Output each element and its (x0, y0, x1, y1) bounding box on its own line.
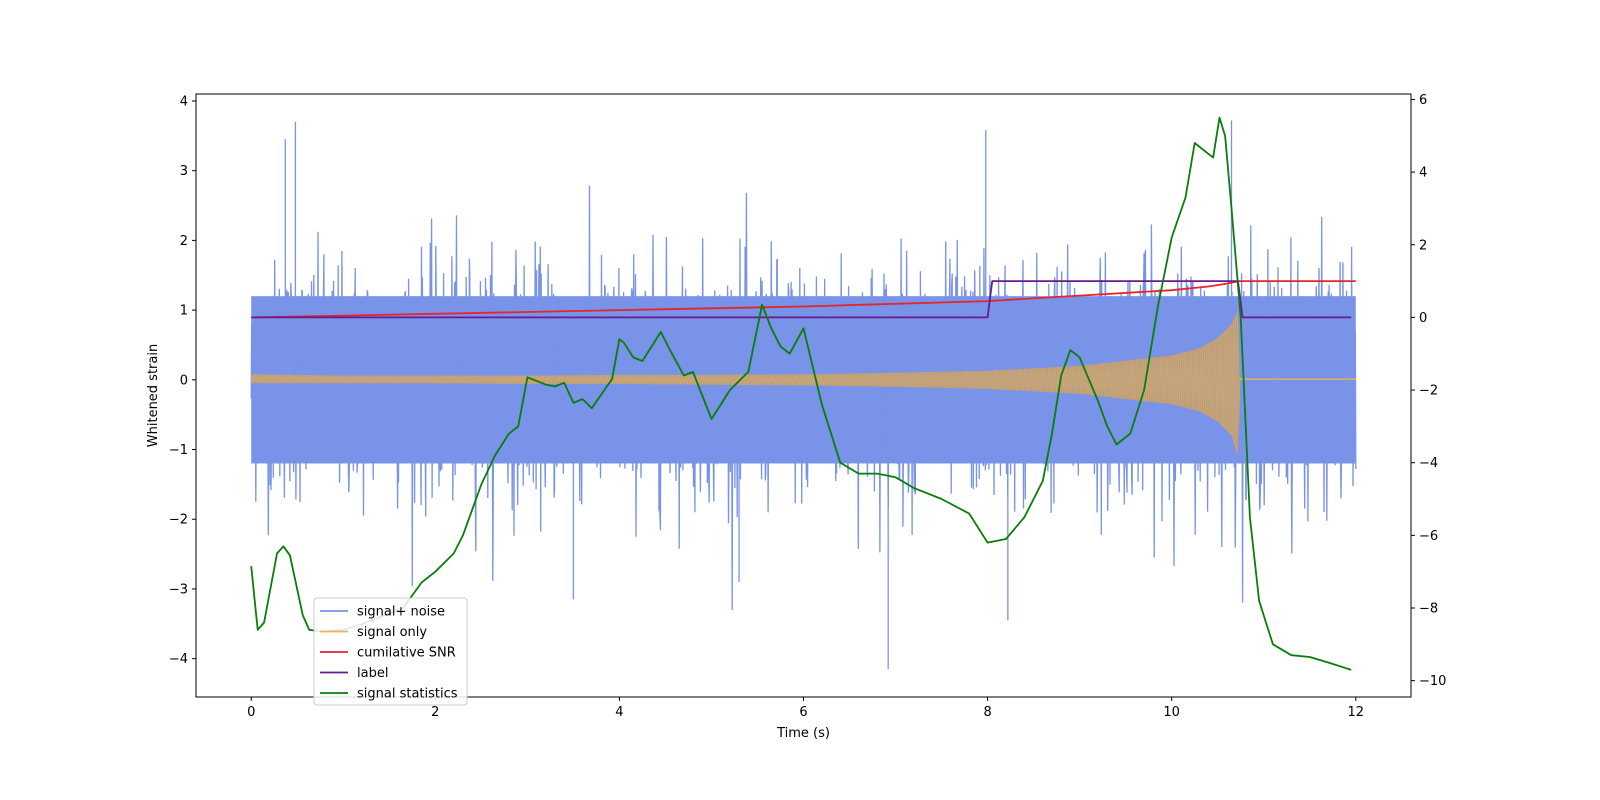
y2-tick-label: 0 (1419, 311, 1427, 326)
y2-axis-ticks: −10 −8 −6 −4 −2 0 2 4 6 (1411, 93, 1446, 689)
y-tick-label: 3 (180, 164, 188, 179)
y2-tick-label: −4 (1419, 456, 1438, 471)
x-tick-label: 0 (247, 705, 255, 720)
x-tick-label: 2 (431, 705, 439, 720)
series-signal-statistics (250, 116, 1352, 671)
y2-tick-label: −8 (1419, 602, 1438, 617)
y-tick-label: −1 (169, 443, 188, 458)
y2-tick-label: 2 (1419, 238, 1427, 253)
y-tick-label: −4 (169, 652, 188, 667)
y-tick-label: 4 (180, 94, 188, 109)
y-tick-label: 1 (180, 304, 188, 319)
y2-tick-label: −6 (1419, 529, 1438, 544)
x-tick-label: 4 (615, 705, 623, 720)
legend: signal+ noise signal only cumilative SNR la… (313, 597, 468, 706)
y-tick-label: 0 (180, 373, 188, 388)
y2-tick-label: −10 (1419, 674, 1446, 689)
legend-entry-label: signal only (357, 625, 427, 640)
x-tick-label: 8 (983, 705, 991, 720)
legend-entry-label: signal statistics (357, 687, 458, 702)
x-tick-label: 10 (1163, 705, 1180, 720)
y-axis-ticks: −4 −3 −2 −1 0 1 2 3 4 (169, 94, 196, 667)
x-tick-label: 12 (1347, 705, 1364, 720)
y2-tick-label: 6 (1419, 93, 1427, 108)
y2-tick-label: −2 (1419, 384, 1438, 399)
y-tick-label: −3 (169, 582, 188, 597)
series-cumilative-snr (251, 280, 1356, 319)
y-tick-label: −2 (169, 513, 188, 528)
series-layer (250, 116, 1357, 671)
legend-entry-label: cumilative SNR (357, 646, 456, 661)
x-axis-ticks: 0 2 4 6 8 10 12 (247, 697, 1364, 720)
y-axis-label: Whitened strain (146, 344, 161, 447)
legend-entry-label: label (357, 666, 388, 681)
x-axis-label: Time (s) (776, 726, 830, 741)
series-label (251, 280, 1352, 319)
legend-entry-label: signal+ noise (357, 605, 445, 620)
y-tick-label: 2 (180, 234, 188, 249)
x-tick-label: 6 (799, 705, 807, 720)
legend-box (313, 597, 468, 706)
y2-tick-label: 4 (1419, 166, 1427, 181)
